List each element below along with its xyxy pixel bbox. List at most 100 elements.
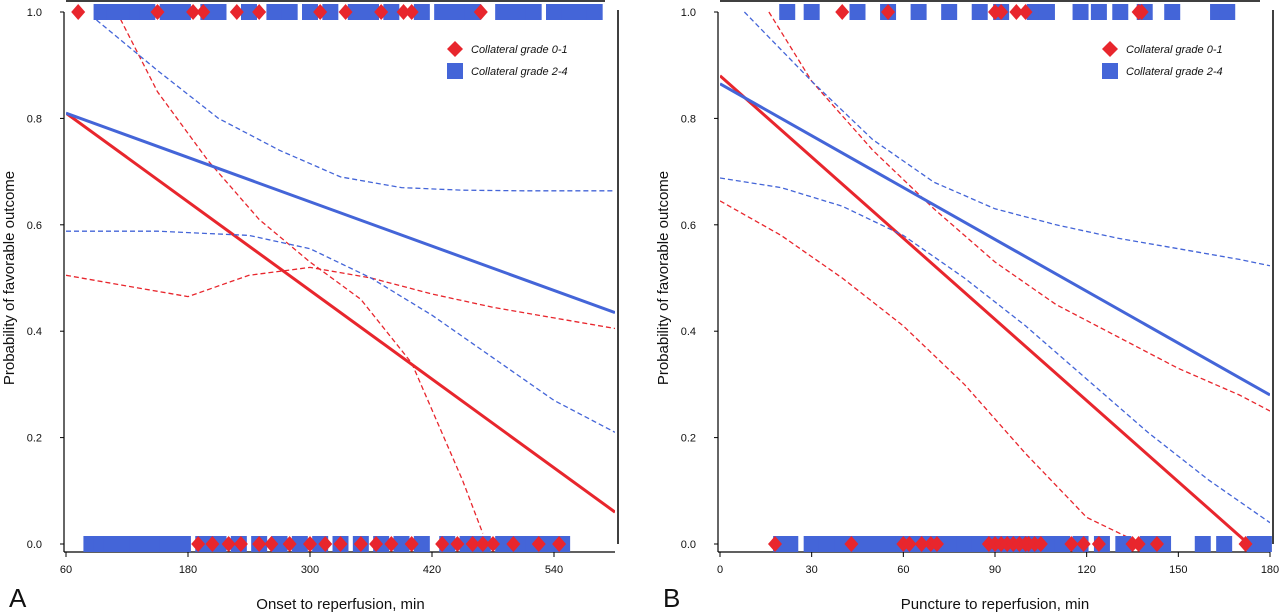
grade-0-1-diamond-marker xyxy=(282,536,297,552)
grade-0-1-diamond-marker xyxy=(221,536,236,552)
grade-2-4-square-marker xyxy=(383,4,400,20)
grade-2-4-square-marker xyxy=(779,4,796,20)
grade-2-4-square-marker xyxy=(449,4,466,20)
grade-2-4-fit-line xyxy=(720,82,1270,397)
x-tick-label: 300 xyxy=(301,564,319,576)
grade-2-4-square-marker xyxy=(586,4,603,20)
y-tick-label: 0.6 xyxy=(681,220,696,232)
grade-0-1-diamond-marker xyxy=(252,536,267,552)
grade-2-4-square-marker xyxy=(495,536,512,552)
grade-0-1-diamond-marker xyxy=(384,536,399,552)
grade-0-1-diamond-marker xyxy=(374,4,389,20)
grade-0-1-diamond-marker xyxy=(486,536,500,552)
legend: Collateral grade 0-1 Collateral grade 2-4 xyxy=(1102,41,1223,79)
grade-2-4-square-marker xyxy=(1194,536,1211,552)
grade-2-4-square-marker xyxy=(116,536,133,552)
x-tick-label: 90 xyxy=(989,564,1001,576)
grade-2-4-square-marker xyxy=(540,536,557,552)
grade-2-4-square-marker xyxy=(574,4,591,20)
grade-2-4-square-marker xyxy=(956,536,973,552)
y-axis-label: Probability of favorable outcome xyxy=(1,171,18,385)
grade-2-4-square-marker xyxy=(495,4,512,20)
x-tick-label: 180 xyxy=(1261,564,1279,576)
grade-2-4-square-marker xyxy=(347,4,364,20)
grade-2-4-ci-line xyxy=(96,19,615,192)
grade-0-1-fit-line xyxy=(66,111,615,514)
grade-2-4-square-marker xyxy=(1164,4,1181,20)
grade-0-1-diamond-marker xyxy=(396,4,411,20)
grade-2-4-square-marker xyxy=(1038,4,1055,20)
grade-0-1-diamond-marker xyxy=(1009,4,1024,20)
grade-0-1-ci-line xyxy=(66,266,615,330)
legend-label: Collateral grade 2-4 xyxy=(1126,66,1223,78)
grade-2-4-square-marker xyxy=(818,536,835,552)
y-tick-label: 0.4 xyxy=(681,326,696,338)
grade-2-4-square-marker xyxy=(1115,536,1132,552)
grade-2-4-square-marker xyxy=(803,536,820,552)
grade-0-1-diamond-marker xyxy=(196,4,211,20)
grade-0-1-diamond-marker xyxy=(71,4,86,20)
grade-2-4-square-marker xyxy=(302,4,318,20)
grade-2-4-square-marker xyxy=(291,536,308,552)
grade-0-1-diamond-marker xyxy=(353,536,368,552)
panel-b: 0.0 0.2 0.4 0.6 0.8 1.0 0 30 60 90 120 150 180 Punctu… xyxy=(655,0,1279,613)
grade-2-4-square-marker xyxy=(1042,536,1058,552)
grade-0-1-diamond-marker xyxy=(252,4,267,20)
grade-2-4-square-marker xyxy=(561,4,578,20)
grade-2-4-square-marker xyxy=(864,536,881,552)
x-tick-label: 60 xyxy=(897,564,909,576)
x-axis-label: Puncture to reperfusion, min xyxy=(901,596,1089,613)
grade-0-1-diamond-marker xyxy=(229,4,244,20)
grade-0-1-diamond-marker xyxy=(404,536,419,552)
grade-0-1-diamond-marker xyxy=(506,536,521,552)
grade-2-4-square-marker xyxy=(1112,4,1129,20)
grade-2-4-square-marker xyxy=(1219,4,1236,20)
grade-2-4-ci-line xyxy=(720,177,1270,524)
grade-0-1-diamond-marker xyxy=(465,536,480,552)
grade-0-1-diamond-marker xyxy=(475,536,490,552)
grade-0-1-diamond-marker xyxy=(902,536,917,552)
grade-2-4-square-marker xyxy=(129,536,146,552)
y-tick-label: 0.8 xyxy=(27,113,42,125)
grade-2-4-square-marker xyxy=(1255,536,1272,552)
y-tick-label: 0.8 xyxy=(681,113,696,125)
grade-0-1-diamond-marker xyxy=(994,4,1009,20)
grade-2-4-square-marker xyxy=(434,4,451,20)
grade-0-1-diamond-marker xyxy=(1091,536,1106,552)
grade-2-4-square-marker xyxy=(464,4,481,20)
y-tick-label: 0.0 xyxy=(27,539,42,551)
grade-0-1-diamond-marker xyxy=(552,536,567,552)
grade-0-1-diamond-marker xyxy=(835,4,850,20)
grade-2-4-square-marker xyxy=(849,4,866,20)
legend-diamond-swatch xyxy=(447,41,463,57)
y-tick-label: 0.2 xyxy=(681,433,696,445)
grade-2-4-square-marker xyxy=(1072,4,1089,20)
grade-2-4-square-marker xyxy=(546,4,562,20)
grade-0-1-diamond-marker xyxy=(303,536,317,552)
legend-label: Collateral grade 0-1 xyxy=(1126,44,1223,56)
grade-0-1-diamond-marker xyxy=(1238,536,1253,552)
grade-0-1-diamond-marker xyxy=(473,4,488,20)
grade-2-4-fit-line xyxy=(66,111,615,315)
grade-2-4-square-marker xyxy=(159,536,176,552)
grade-2-4-square-marker xyxy=(525,4,542,20)
x-tick-label: 420 xyxy=(423,564,441,576)
x-tick-label: 0 xyxy=(717,564,723,576)
grade-0-1-diamond-marker xyxy=(768,536,782,552)
grade-0-1-diamond-marker xyxy=(914,536,929,552)
grade-2-4-square-marker xyxy=(1054,536,1071,552)
grade-2-4-square-marker xyxy=(1139,536,1156,552)
grade-2-4-square-marker xyxy=(266,4,283,20)
grade-2-4-square-marker xyxy=(281,4,298,20)
grade-0-1-diamond-marker xyxy=(318,536,333,552)
x-axis-label: Onset to reperfusion, min xyxy=(256,596,424,613)
grade-0-1-diamond-marker xyxy=(404,4,419,20)
grade-2-4-square-marker xyxy=(210,4,227,20)
grade-2-4-square-marker xyxy=(510,4,527,20)
grade-2-4-square-marker xyxy=(941,536,958,552)
grade-0-1-diamond-marker xyxy=(1134,4,1149,20)
grade-2-4-square-marker xyxy=(413,4,430,20)
x-tick-label: 540 xyxy=(545,564,563,576)
legend-diamond-swatch xyxy=(1102,41,1118,57)
